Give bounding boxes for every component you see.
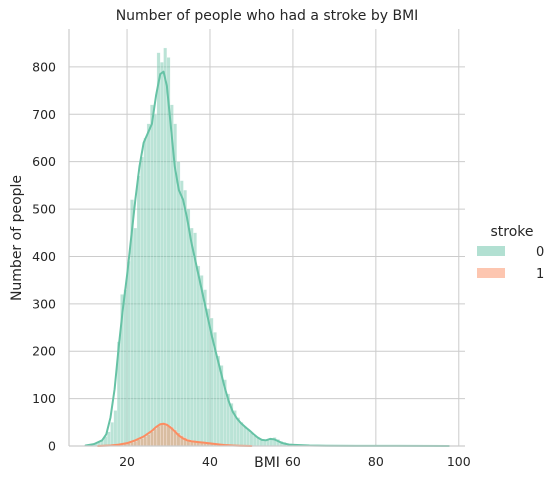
bar-stroke-0-16: [140, 156, 144, 447]
legend-swatch-1: [477, 268, 505, 278]
y-axis-title: Number of people: [9, 175, 25, 301]
x-axis-title: BMI: [254, 455, 280, 471]
bar-stroke-0-21: [156, 52, 161, 447]
legend-items: 01: [477, 245, 544, 282]
legend-label-0: 0: [536, 245, 544, 260]
y-tick-label-400: 400: [32, 249, 56, 264]
bar-stroke-1-7: [140, 438, 144, 447]
bar-stroke-0-34: [199, 275, 204, 447]
bar-stroke-0-17: [143, 137, 148, 447]
bar-stroke-0-6: [106, 431, 111, 447]
bar-stroke-0-47: [242, 425, 247, 447]
histogram-bars: [87, 47, 453, 447]
x-tick-label-80: 80: [368, 454, 384, 469]
bar-stroke-0-11: [123, 289, 128, 447]
bar-stroke-1-9: [146, 434, 151, 447]
bar-stroke-0-29: [183, 189, 187, 447]
bar-stroke-1-14: [163, 423, 168, 447]
y-tick-label-600: 600: [32, 154, 56, 169]
y-tick-label-800: 800: [32, 59, 56, 74]
legend-label-1: 1: [536, 267, 544, 282]
y-tick-label-700: 700: [32, 107, 56, 122]
x-tick-label-60: 60: [285, 454, 301, 469]
bar-stroke-0-48: [246, 429, 250, 447]
bar-stroke-0-8: [113, 410, 118, 447]
bar-stroke-1-5: [133, 441, 138, 447]
x-tick-label-40: 40: [202, 454, 218, 469]
kde-lines: [84, 70, 450, 447]
bar-stroke-0-7: [110, 422, 114, 447]
bar-stroke-0-15: [136, 175, 141, 447]
bar-stroke-0-14: [133, 227, 138, 447]
bar-stroke-1-10: [150, 431, 154, 447]
legend-swatch-0: [477, 246, 505, 256]
y-tick-label-0: 0: [48, 439, 56, 454]
bar-stroke-0-19: [150, 104, 154, 447]
bar-stroke-0-28: [179, 180, 184, 447]
y-tick-label-500: 500: [32, 202, 56, 217]
bar-stroke-1-15: [166, 424, 171, 447]
bar-stroke-0-18: [146, 123, 151, 447]
y-tick-label-100: 100: [32, 391, 56, 406]
bar-stroke-1-6: [136, 439, 141, 447]
bar-stroke-0-27: [176, 161, 181, 447]
bar-stroke-0-23: [163, 47, 168, 447]
tick-labels: 20 40 60 80 100 0 100 200 300 400 500 600 700 800: [32, 59, 471, 469]
kde-line-stroke-1: [97, 422, 253, 447]
x-tick-label-100: 100: [447, 454, 471, 469]
bar-stroke-0-20: [153, 114, 158, 447]
bar-stroke-1-11: [153, 428, 158, 447]
chart-title: Number of people who had a stroke by BMI: [116, 8, 419, 24]
bar-stroke-0-49: [249, 432, 254, 447]
y-tick-label-200: 200: [32, 344, 56, 359]
bar-stroke-0-54: [266, 440, 270, 447]
bar-stroke-0-31: [189, 227, 194, 447]
y-tick-label-300: 300: [32, 296, 56, 311]
bar-stroke-1-12: [156, 425, 161, 447]
axes: [68, 29, 465, 447]
bar-stroke-0-22: [160, 61, 164, 447]
bar-stroke-0-33: [196, 265, 201, 447]
legend: stroke 01: [477, 224, 544, 282]
bar-stroke-1-13: [160, 424, 164, 447]
kde-line-stroke-0: [84, 70, 450, 447]
bar-stroke-0-30: [186, 208, 191, 447]
bar-stroke-0-12: [126, 261, 131, 447]
bar-stroke-1-8: [143, 436, 148, 447]
x-tick-label-20: 20: [119, 454, 135, 469]
legend-title: stroke: [490, 224, 533, 240]
